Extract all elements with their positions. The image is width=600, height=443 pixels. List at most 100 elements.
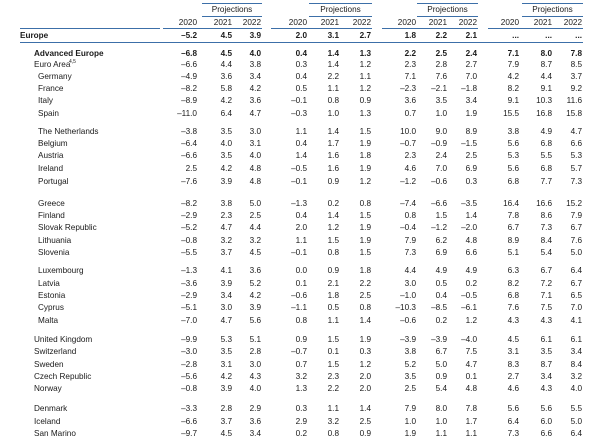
table-cell: 7.1 [540,291,552,300]
table-cell: 11.6 [566,96,582,105]
table-cell: –3.6 [181,279,197,288]
table-cell: 4.6 [507,384,519,393]
country-name: Belgium [38,139,68,148]
table-cell: –10.3 [395,303,417,312]
table-cell: 6.9 [465,164,477,173]
table-cell: 3.1 [507,347,519,356]
table-cell: 3.9 [220,177,232,186]
table-cell: 1.5 [359,211,371,220]
table-cell: –6.6 [431,199,447,208]
table-cell: –6.6 [181,60,197,69]
table-cell: 4.3 [540,384,552,393]
table-cell: 5.2 [404,360,416,369]
table-cell: 1.9 [359,139,371,148]
projections-label: Projections [320,5,361,14]
table-cell: –2.3 [400,84,416,93]
table-cell: 3.9 [220,384,232,393]
table-cell: 7.8 [507,211,519,220]
table-cell: –0.1 [291,96,307,105]
year-header: 2020 [500,18,519,27]
table-cell: 2.1 [327,279,339,288]
table-cell: 5.2 [249,279,261,288]
table-cell: 15.2 [566,199,582,208]
table-cell: 3.1 [327,31,339,40]
country-name: Lithuania [38,236,72,245]
table-cell: 16.8 [536,109,552,118]
table-cell: 4.8 [249,177,261,186]
table-cell: 0.8 [359,303,371,312]
table-cell: 4.1 [570,316,582,325]
table-cell: 1.4 [359,316,371,325]
table-cell: 3.4 [220,291,232,300]
table-cell: 6.7 [540,266,552,275]
table-cell: –1.8 [461,84,477,93]
table-cell: –2.1 [431,84,447,93]
table-cell: 4.2 [220,96,232,105]
table-cell: 4.5 [249,248,261,257]
table-cell: 4.7 [220,316,232,325]
projections-top-line [522,3,583,4]
table-cell: 0.2 [435,316,447,325]
table-cell: 3.4 [249,72,261,81]
table-cell: –7.6 [181,177,197,186]
table-cell: 6.8 [507,177,519,186]
table-cell: 6.6 [540,429,552,438]
table-cell: 8.4 [570,360,582,369]
table-cell: 6.7 [507,223,519,232]
projections-underline [522,16,583,17]
table-cell: 7.8 [570,49,582,58]
table-cell: 8.6 [540,211,552,220]
table-cell: 3.7 [220,417,232,426]
table-cell: 3.6 [220,72,232,81]
country-name: Advanced Europe [34,49,104,58]
table-cell: 2.8 [220,404,232,413]
table-cell: –8.5 [431,303,447,312]
table-cell: –8.2 [181,199,197,208]
country-name: Norway [34,384,62,393]
table-cell: 1.1 [295,127,307,136]
table-cell: 6.1 [570,335,582,344]
table-cell: 3.5 [220,127,232,136]
table-cell: 0.9 [359,96,371,105]
table-cell: 3.8 [404,347,416,356]
table-cell: 7.3 [404,248,416,257]
country-name: United Kingdom [34,335,93,344]
table-cell: 3.8 [220,199,232,208]
table-cell: 0.1 [295,279,307,288]
table-cell: 0.2 [465,279,477,288]
table-cell: 1.7 [465,417,477,426]
table-cell: 4.9 [465,266,477,275]
table-cell: –0.8 [181,384,197,393]
table-cell: 1.4 [295,151,307,160]
table-cell: 0.2 [295,429,307,438]
table-cell: 1.8 [359,151,371,160]
table-cell: 9.1 [507,96,519,105]
table-cell: 0.9 [435,372,447,381]
table-cell: 6.5 [570,291,582,300]
table-cell: 3.6 [249,266,261,275]
table-cell: 1.5 [327,236,339,245]
table-cell: 0.5 [435,279,447,288]
table-cell: 7.0 [570,303,582,312]
table-cell: 2.3 [327,372,339,381]
table-cell: 1.1 [327,404,339,413]
table-cell: 1.5 [359,248,371,257]
table-cell: 5.0 [435,360,447,369]
table-cell: –0.1 [291,248,307,257]
table-cell: 1.7 [327,139,339,148]
table-cell: –3.3 [181,404,197,413]
table-cell: 1.9 [359,335,371,344]
table-cell: –0.6 [400,316,416,325]
table-cell: 6.2 [435,236,447,245]
header-bottom-line [163,28,262,29]
table-cell: 4.0 [570,384,582,393]
table-cell: 2.2 [327,72,339,81]
table-cell: 8.7 [540,360,552,369]
table-cell: –1.0 [400,291,416,300]
table-cell: –7.4 [400,199,416,208]
table-cell: 1.4 [327,211,339,220]
table-cell: 7.3 [507,429,519,438]
table-cell: 6.6 [570,139,582,148]
table-cell: 3.9 [249,31,261,40]
table-cell: –5.1 [181,303,197,312]
